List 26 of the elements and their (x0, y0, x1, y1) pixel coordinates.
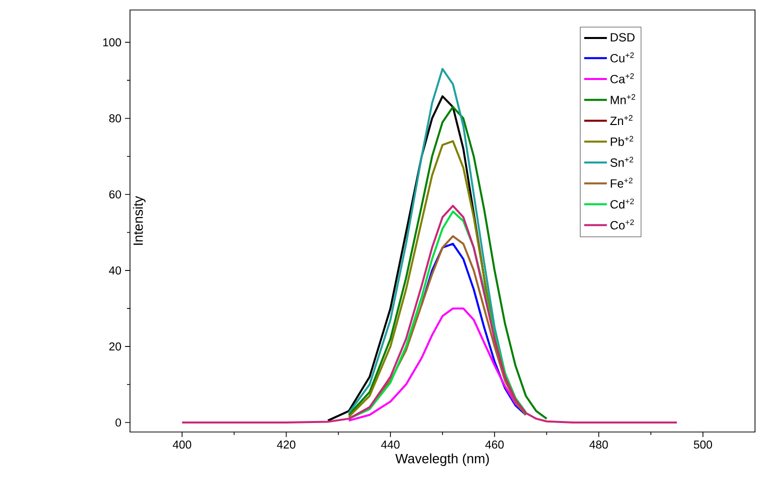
legend-label: Co$^{+2}$ (610, 219, 634, 230)
x-tick-label: 400 (172, 440, 192, 449)
line-series (420, 242, 527, 416)
y-tick-label: 80 (109, 114, 122, 122)
x-tick-label: 480 (589, 440, 608, 449)
legend-label: Mn$^{+2}$ (610, 94, 636, 104)
y-tick-label: 40 (109, 266, 122, 274)
y-tick-label: 100 (103, 38, 122, 46)
legend-label: Cu$^{+2}$ (610, 52, 634, 62)
y-axis-title: Intensity (132, 196, 146, 245)
legend-label: Pb$^{+2}$ (610, 136, 634, 146)
x-axis-title: Wavelegth (nm) (395, 453, 489, 466)
legend-label: Sn$^{+2}$ (610, 156, 634, 167)
line-series (348, 106, 548, 420)
x-tick-label: 420 (276, 440, 296, 449)
legend-label: Zn$^{+2}$ (610, 115, 633, 125)
y-tick-label: 60 (109, 190, 122, 198)
x-tick-label: 440 (381, 440, 400, 449)
legend-label: DSD (610, 33, 635, 42)
legend-label: Fe$^{+2}$ (610, 178, 633, 188)
x-tick-label: 500 (694, 440, 712, 449)
legend-label: Ca$^{+2}$ (610, 73, 634, 84)
legend-label: Cd$^{+2}$ (610, 198, 634, 209)
x-tick-label: 460 (485, 440, 504, 449)
y-tick-label: 20 (109, 342, 122, 351)
y-tick-label: 0 (116, 418, 122, 427)
